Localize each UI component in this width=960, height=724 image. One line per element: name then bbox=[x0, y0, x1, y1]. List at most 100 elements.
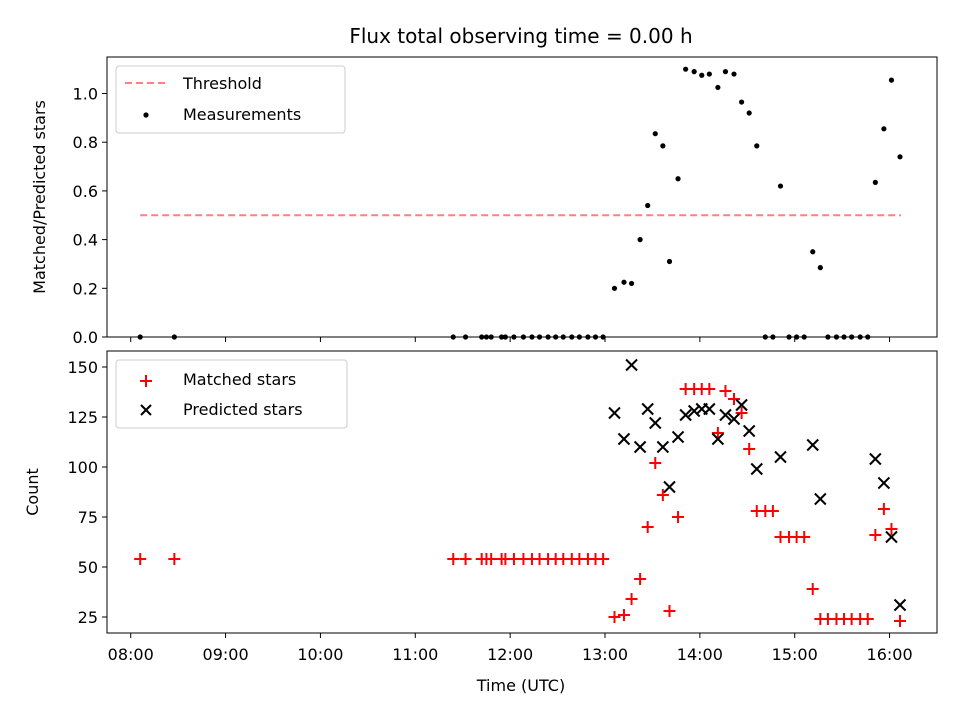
predicted-star-point bbox=[711, 432, 725, 446]
measurement-point bbox=[731, 71, 737, 77]
legend-matched-label: Matched stars bbox=[183, 370, 296, 389]
measurement-point bbox=[810, 249, 816, 255]
matched-star-point bbox=[869, 529, 882, 541]
x-axis: 08:00 09:00 10:00 11:00 12:00 13:00 14:00 15:00… bbox=[108, 633, 913, 664]
measurement-point bbox=[817, 265, 823, 271]
matched-star-point bbox=[719, 385, 732, 397]
bottom-legend: Matched stars Predicted stars bbox=[115, 359, 348, 429]
matched-star-point bbox=[485, 553, 498, 565]
top-y-tick-label: 0.0 bbox=[73, 328, 98, 347]
measurement-point bbox=[675, 176, 681, 182]
measurement-point bbox=[652, 131, 658, 137]
matched-star-point bbox=[617, 609, 630, 621]
predicted-star-point bbox=[671, 430, 685, 444]
measurement-point bbox=[746, 110, 752, 116]
predicted-star-point bbox=[869, 452, 882, 466]
x-tick-label: 09:00 bbox=[203, 645, 249, 664]
matched-star-point bbox=[861, 613, 874, 625]
matched-star-point bbox=[634, 573, 647, 585]
matched-star-point bbox=[766, 505, 779, 517]
predicted-star-point bbox=[727, 412, 741, 426]
legend-matched-swatch bbox=[140, 375, 152, 387]
matched-star-point bbox=[735, 407, 748, 419]
measurement-point bbox=[722, 69, 729, 75]
bottom-y-tick-label: 100 bbox=[67, 458, 98, 477]
predicted-star-point bbox=[742, 424, 756, 438]
matched-star-point bbox=[877, 503, 890, 515]
measurement-point bbox=[706, 71, 712, 77]
predicted-star-point bbox=[719, 408, 732, 422]
bottom-y-tick-label: 75 bbox=[78, 508, 98, 527]
predicted-star-point bbox=[806, 438, 819, 452]
x-tick-label: 08:00 bbox=[108, 645, 154, 664]
predicted-star-point bbox=[641, 402, 654, 416]
measurement-point bbox=[691, 69, 697, 75]
measurement-point bbox=[888, 77, 895, 83]
top-y-tick-label: 0.6 bbox=[73, 182, 98, 201]
predicted-star-point bbox=[893, 598, 907, 612]
matched-star-point bbox=[641, 521, 654, 533]
x-axis-label: Time (UTC) bbox=[476, 676, 565, 695]
measurement-point bbox=[621, 279, 627, 285]
predicted-star-point bbox=[656, 440, 670, 454]
legend-predicted-label: Predicted stars bbox=[183, 400, 303, 419]
matched-star-point bbox=[728, 393, 741, 405]
legend-predicted-swatch bbox=[140, 404, 152, 416]
x-tick-label: 10:00 bbox=[297, 645, 343, 664]
legend-threshold-label: Threshold bbox=[182, 74, 262, 93]
measurement-point bbox=[738, 99, 745, 105]
bottom-y-tick-label: 25 bbox=[78, 608, 98, 627]
top-legend-box bbox=[115, 65, 346, 134]
matched-star-point bbox=[597, 553, 610, 565]
x-tick-label: 14:00 bbox=[677, 645, 723, 664]
top-y-tick-label: 1.0 bbox=[73, 85, 98, 104]
top-chart-title: Flux total observing time = 0.00 h bbox=[349, 24, 692, 48]
measurement-point bbox=[897, 154, 903, 160]
matched-star-point bbox=[894, 615, 907, 627]
x-tick-label: 11:00 bbox=[392, 645, 438, 664]
x-tick-label: 16:00 bbox=[867, 645, 913, 664]
measurement-point bbox=[881, 126, 887, 132]
x-tick-label: 12:00 bbox=[487, 645, 533, 664]
measurement-point bbox=[683, 66, 689, 72]
matched-star-point bbox=[625, 593, 638, 605]
predicted-star-point bbox=[774, 450, 787, 464]
measurement-point bbox=[628, 280, 635, 287]
matched-star-point bbox=[134, 553, 147, 565]
matched-star-point bbox=[711, 427, 724, 439]
matched-star-point bbox=[798, 531, 811, 543]
bottom-y-tick-label: 50 bbox=[78, 558, 98, 577]
bottom-axes-frame bbox=[106, 350, 938, 634]
legend-measurements-swatch bbox=[143, 112, 149, 118]
measurement-point bbox=[872, 179, 878, 185]
matched-star-point bbox=[649, 457, 662, 469]
top-y-axis-label: Matched/Predicted stars bbox=[30, 100, 49, 294]
predicted-star-point bbox=[750, 462, 763, 476]
x-tick-label: 13:00 bbox=[582, 645, 628, 664]
top-y-axis: 0.0 0.2 0.4 0.6 0.8 1.0 bbox=[73, 85, 891, 347]
x-tick-label: 15:00 bbox=[772, 645, 818, 664]
measurement-point bbox=[637, 237, 643, 243]
matched-star-point bbox=[663, 605, 676, 617]
predicted-star-point bbox=[877, 476, 891, 490]
matched-star-point bbox=[656, 489, 669, 501]
predicted-star-point bbox=[885, 530, 898, 544]
measurement-point bbox=[715, 84, 721, 91]
top-legend: Threshold Measurements bbox=[115, 65, 346, 134]
top-y-tick-label: 0.4 bbox=[73, 231, 98, 250]
matched-star-point bbox=[608, 611, 621, 623]
predicted-star-point bbox=[735, 398, 748, 412]
predicted-star-point bbox=[625, 358, 638, 372]
bottom-plot-area bbox=[134, 358, 907, 627]
predicted-star-point bbox=[633, 440, 647, 454]
matched-star-point bbox=[743, 443, 756, 455]
top-y-tick-label: 0.2 bbox=[73, 279, 98, 298]
measurement-point bbox=[645, 202, 651, 209]
bottom-y-tick-label: 125 bbox=[67, 408, 98, 427]
bottom-y-tick-label: 150 bbox=[67, 358, 98, 377]
matched-star-point bbox=[806, 583, 819, 595]
measurement-point bbox=[611, 285, 618, 291]
measurement-point bbox=[777, 183, 784, 189]
matched-star-point bbox=[168, 553, 181, 565]
